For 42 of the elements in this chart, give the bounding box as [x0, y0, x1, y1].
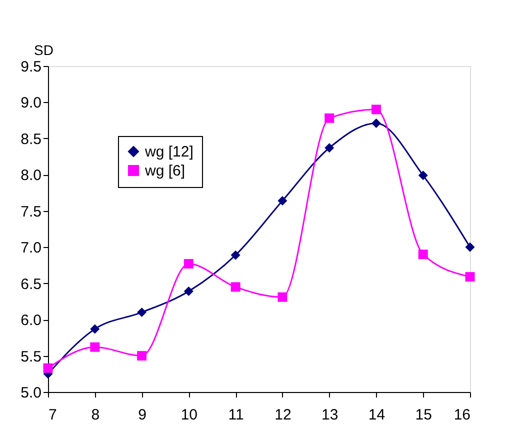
x-tick-label: 10	[180, 406, 198, 424]
point	[230, 250, 240, 260]
point	[278, 292, 288, 302]
point	[184, 259, 194, 269]
x-tick-label: 9	[138, 406, 146, 424]
point	[418, 170, 428, 180]
y-axis-title: SD	[34, 42, 54, 58]
x-tick-label: 12	[274, 406, 292, 424]
point	[184, 286, 194, 296]
point	[137, 308, 147, 318]
x-tick-label: 7	[48, 406, 57, 424]
y-tick-label: 7.0	[20, 240, 42, 257]
x-tick-label: 11	[228, 406, 244, 424]
y-tick-label: 5.0	[20, 384, 42, 402]
point	[371, 104, 381, 114]
y-tick-label: 6.0	[20, 312, 42, 330]
y-tick-label: 5.5	[20, 348, 42, 366]
point	[324, 113, 334, 123]
point	[278, 196, 288, 206]
y-tick-label: 8.5	[20, 130, 42, 148]
point	[465, 272, 475, 282]
legend-label: wg [6]	[144, 162, 186, 180]
point	[90, 342, 100, 352]
point	[90, 324, 100, 334]
y-tick-label: 8.0	[20, 167, 42, 184]
y-tick-label: 7.5	[20, 203, 42, 220]
point	[137, 351, 147, 361]
x-tick-label: 14	[368, 406, 386, 424]
point	[418, 250, 428, 260]
y-tick-label: 6.5	[20, 276, 42, 293]
x-tick-label: 13	[321, 406, 338, 424]
point	[324, 143, 334, 153]
point	[43, 363, 53, 373]
point	[230, 282, 240, 292]
point	[371, 118, 381, 128]
legend-label: wg [12]	[144, 144, 194, 160]
x-tick-label: 16	[454, 406, 470, 424]
y-tick-label: 9.0	[20, 94, 42, 112]
y-tick-label: 9.5	[20, 58, 42, 76]
point	[465, 242, 475, 252]
x-tick-label: 15	[415, 406, 432, 424]
x-tick-label: 8	[91, 406, 100, 424]
